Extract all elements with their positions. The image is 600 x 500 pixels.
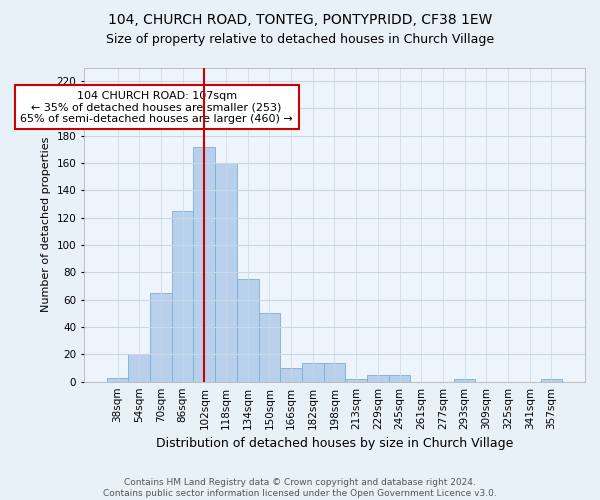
Bar bbox=[280, 368, 302, 382]
Text: Contains HM Land Registry data © Crown copyright and database right 2024.
Contai: Contains HM Land Registry data © Crown c… bbox=[103, 478, 497, 498]
Text: 104 CHURCH ROAD: 107sqm
← 35% of detached houses are smaller (253)
65% of semi-d: 104 CHURCH ROAD: 107sqm ← 35% of detache… bbox=[20, 90, 293, 124]
Text: Size of property relative to detached houses in Church Village: Size of property relative to detached ho… bbox=[106, 32, 494, 46]
Bar bbox=[302, 362, 323, 382]
Bar bbox=[454, 379, 475, 382]
Bar bbox=[128, 354, 150, 382]
Bar bbox=[346, 379, 367, 382]
Bar bbox=[541, 379, 562, 382]
Bar bbox=[172, 211, 193, 382]
Bar bbox=[150, 293, 172, 382]
X-axis label: Distribution of detached houses by size in Church Village: Distribution of detached houses by size … bbox=[156, 437, 513, 450]
Bar bbox=[237, 279, 259, 382]
Bar bbox=[193, 146, 215, 382]
Bar bbox=[107, 378, 128, 382]
Bar bbox=[259, 314, 280, 382]
Bar bbox=[367, 375, 389, 382]
Bar bbox=[389, 375, 410, 382]
Bar bbox=[215, 163, 237, 382]
Text: 104, CHURCH ROAD, TONTEG, PONTYPRIDD, CF38 1EW: 104, CHURCH ROAD, TONTEG, PONTYPRIDD, CF… bbox=[108, 12, 492, 26]
Y-axis label: Number of detached properties: Number of detached properties bbox=[41, 137, 51, 312]
Bar bbox=[323, 362, 346, 382]
